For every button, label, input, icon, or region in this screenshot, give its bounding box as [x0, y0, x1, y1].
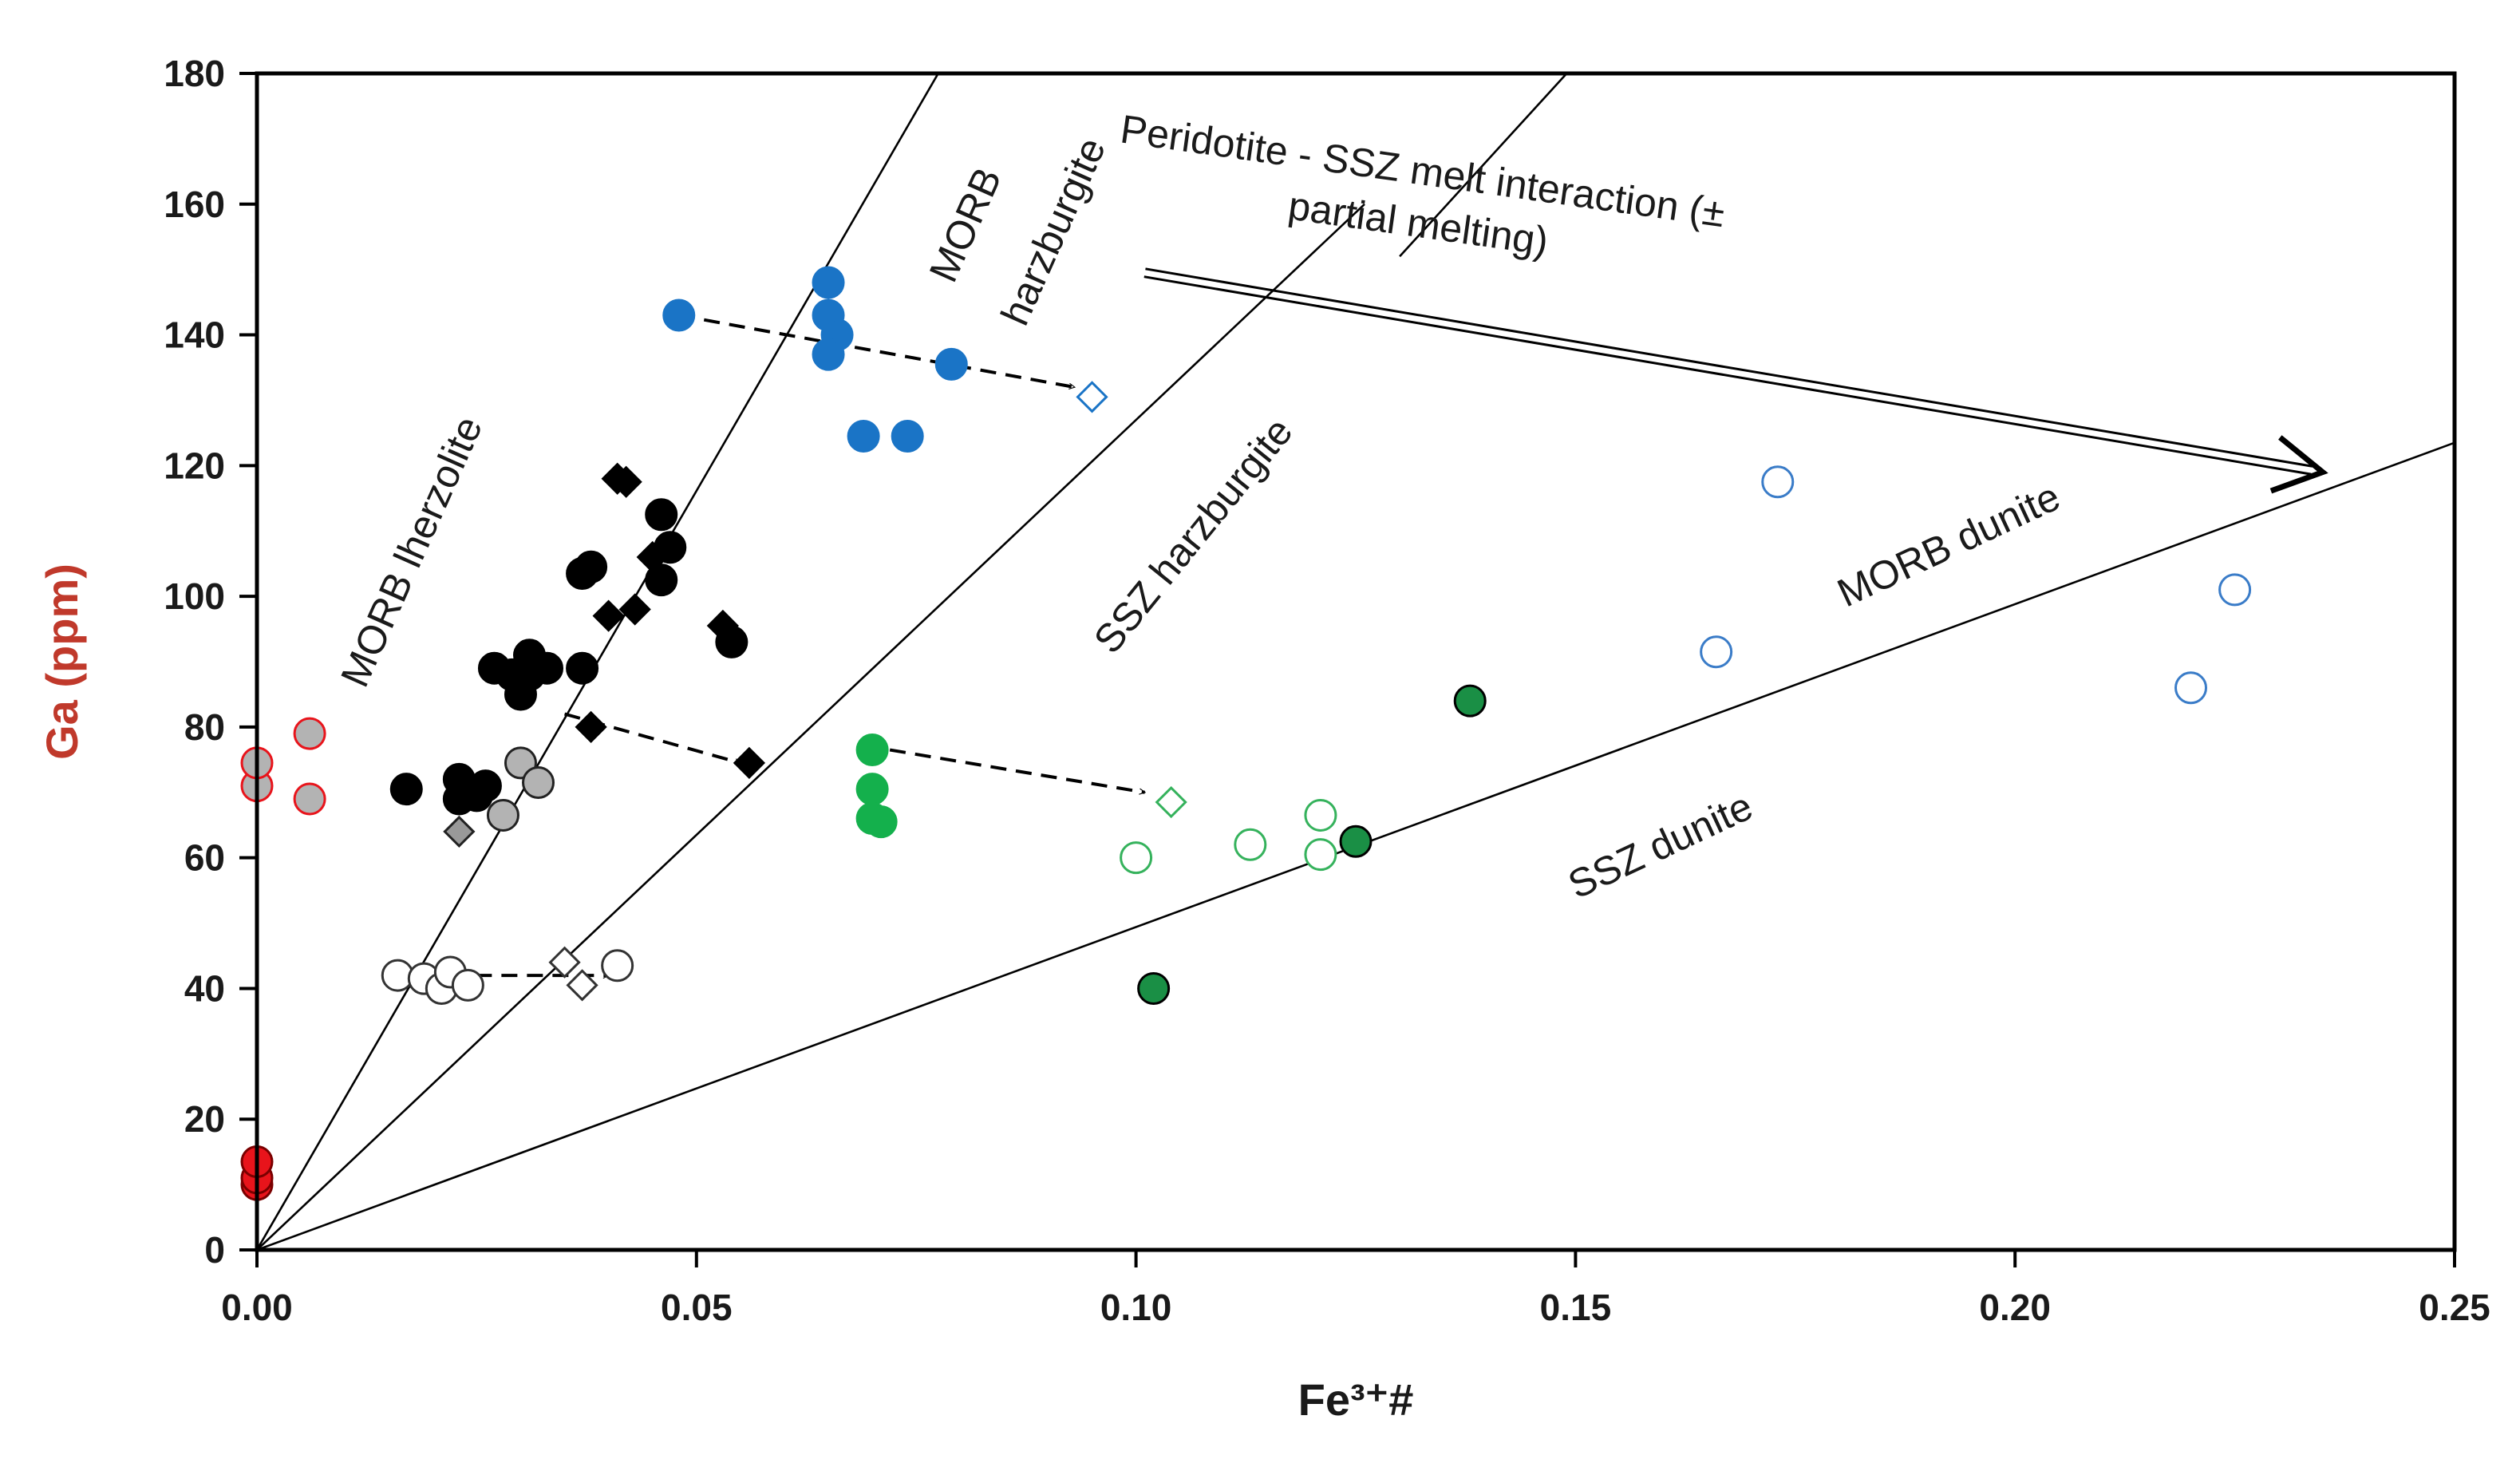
black-diamonds-point-2	[575, 710, 607, 744]
trend-arrow-line-2	[1143, 275, 2312, 476]
dark-green-circles-point-2	[1339, 824, 1373, 858]
y-tick-label-1: 0	[204, 1229, 225, 1271]
data-points	[240, 266, 2252, 1201]
blue-open-circles-point-1	[1700, 635, 1733, 669]
black-diamonds-point-5	[610, 465, 642, 498]
black-circles-point-15	[645, 498, 678, 532]
blue-circles-point-7	[891, 419, 924, 453]
y-tick-label-2: 20	[184, 1098, 225, 1140]
blue-circles-point-1	[662, 299, 696, 332]
green-open-circles-point-2	[1234, 828, 1267, 861]
trend-arrow-head	[2269, 435, 2328, 494]
black-diamonds-point-6	[618, 593, 651, 626]
dashed-arrow-3	[889, 748, 1144, 793]
blue-circles-point-2	[812, 266, 845, 299]
x-tick-label-1: 0.00	[221, 1287, 293, 1328]
black-circles-point-14	[575, 550, 608, 583]
y-axis-title: Ga (ppm)	[37, 563, 87, 760]
y-axis: 0 20 40 60 80 100 120 140 160 180	[164, 53, 257, 1271]
blue-open-circles-point-2	[1761, 465, 1795, 499]
black-diamonds-point-8	[706, 609, 739, 643]
x-tick-label-4: 0.15	[1540, 1287, 1612, 1328]
grey-circles-point-1	[486, 798, 519, 832]
blue-circles-point-6	[847, 419, 880, 453]
trend-arrow-line-1	[1145, 267, 2313, 468]
black-circles-point-12	[566, 651, 599, 685]
green-open-circles-point-1	[1120, 841, 1153, 875]
green-open-circles-point-3	[1304, 798, 1337, 832]
y-tick-label-4: 60	[184, 837, 225, 879]
y-tick-label-5: 80	[184, 706, 225, 748]
x-tick-label-5: 0.20	[1979, 1287, 2051, 1328]
green-circles-point-4	[864, 805, 898, 839]
blue-open-circles-point-4	[2218, 573, 2252, 607]
grey-circles-point-3	[522, 765, 555, 799]
trend-arrow	[1143, 267, 2328, 494]
x-tick-label-6: 0.25	[2419, 1287, 2490, 1328]
reference-line-2	[257, 203, 1365, 1250]
x-axis-title: Fe³⁺#	[1298, 1374, 1414, 1425]
black-diamonds-point-7	[636, 540, 669, 574]
black-diamonds-point-1	[452, 776, 484, 809]
black-diamonds-point-3	[592, 599, 625, 632]
white-diamonds-point-1	[548, 946, 581, 979]
blue-open-diamond-point-1	[1076, 381, 1108, 413]
black-circles-point-11	[531, 651, 564, 685]
black-circles-point-1	[389, 773, 423, 806]
grey-red-outline-circles-point-3	[293, 717, 326, 750]
x-tick-label-3: 0.10	[1100, 1287, 1172, 1328]
y-tick-label-3: 40	[184, 967, 225, 1009]
blue-circles-point-5	[812, 338, 845, 371]
green-circles-point-1	[855, 734, 889, 767]
white-circles-point-6	[601, 949, 634, 983]
dark-green-circles-point-3	[1453, 684, 1487, 718]
blue-open-circles-point-3	[2174, 671, 2208, 705]
x-tick-label-2: 0.05	[661, 1287, 733, 1328]
y-tick-label-10: 180	[164, 53, 225, 94]
grey-red-outline-circles-point-4	[293, 782, 326, 816]
dashed-arrow-1	[678, 314, 1075, 387]
green-open-circles-point-4	[1304, 838, 1337, 872]
x-axis: 0.00 0.05 0.10 0.15 0.20 0.25	[221, 1250, 2490, 1328]
black-circles-point-16	[645, 563, 678, 597]
white-diamonds-point-2	[566, 969, 598, 1002]
black-diamonds-point-9	[733, 746, 766, 780]
white-circles-point-5	[451, 968, 484, 1002]
reference-line-3	[1399, 73, 1568, 258]
plot-frame	[255, 71, 2457, 1252]
grey-diamonds-point-1	[443, 815, 476, 848]
y-tick-label-9: 160	[164, 184, 225, 225]
y-tick-label-6: 100	[164, 575, 225, 617]
green-circles-point-2	[855, 773, 889, 806]
y-tick-label-8: 140	[164, 314, 225, 356]
y-tick-label-7: 120	[164, 445, 225, 486]
green-open-diamond-point-1	[1155, 785, 1187, 819]
blue-circles-point-8	[934, 347, 968, 381]
dark-green-circles-point-1	[1137, 971, 1171, 1005]
